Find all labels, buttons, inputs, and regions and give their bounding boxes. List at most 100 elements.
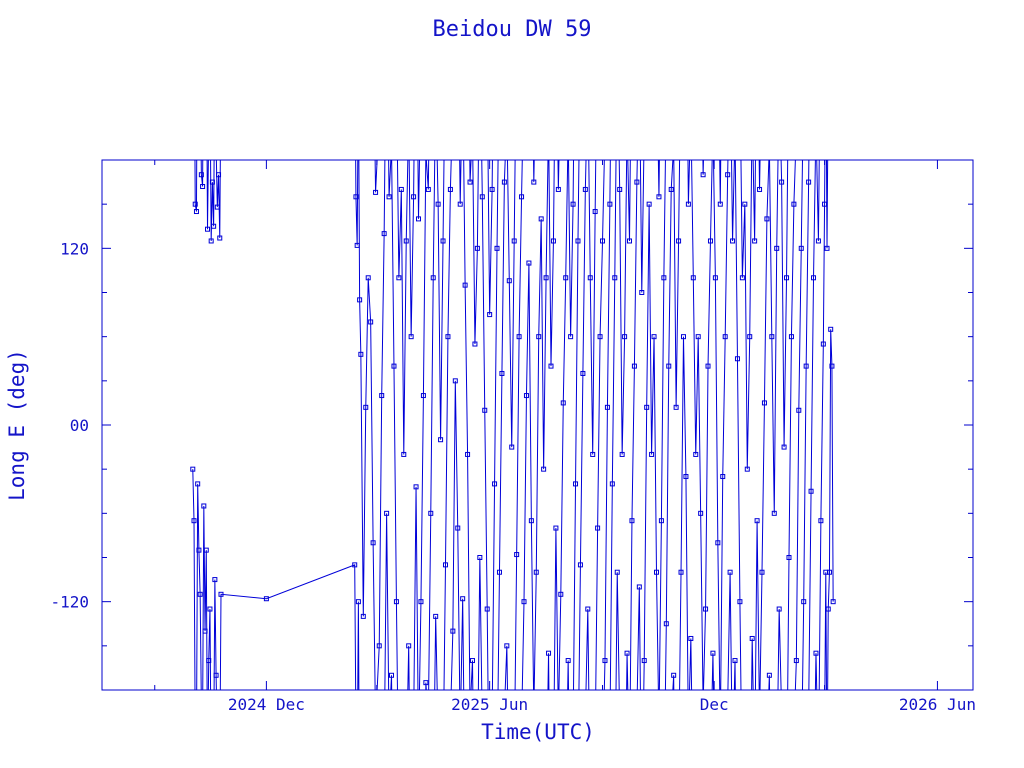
data-point-marker	[442, 562, 448, 568]
data-point-marker	[479, 194, 485, 200]
data-point-marker	[447, 186, 453, 192]
data-point-marker	[590, 451, 596, 457]
data-point-marker	[492, 481, 498, 487]
data-point-marker	[401, 451, 407, 457]
data-point-marker	[587, 275, 593, 281]
x-axis-title: Time(UTC)	[481, 720, 595, 744]
data-point-marker	[411, 194, 417, 200]
data-point-marker	[354, 242, 360, 248]
data-point-marker	[526, 260, 532, 266]
data-point-marker	[384, 510, 390, 516]
data-point-marker	[558, 591, 564, 597]
data-point-marker	[720, 474, 726, 480]
data-point-marker	[263, 596, 269, 602]
x-tick-label: Dec	[700, 695, 729, 714]
data-point-marker	[413, 484, 419, 490]
longitude-trace-line	[192, 159, 834, 691]
data-point-marker	[627, 238, 633, 244]
x-tick-label: 2024 Dec	[228, 695, 305, 714]
data-point-marker	[774, 245, 780, 251]
data-point-marker	[203, 547, 209, 553]
data-point-marker	[727, 569, 733, 575]
data-point-marker	[208, 238, 214, 244]
data-point-marker	[467, 179, 473, 185]
data-point-marker	[373, 189, 379, 195]
data-point-marker	[631, 363, 637, 369]
data-point-marker	[757, 186, 763, 192]
data-point-marker	[671, 672, 677, 678]
data-point-marker	[570, 201, 576, 207]
data-point-marker	[477, 555, 483, 560]
data-point-marker	[191, 518, 197, 524]
data-point-marker	[651, 334, 657, 340]
data-point-marker	[644, 404, 650, 410]
data-point-marker	[389, 672, 395, 678]
data-marker-group	[190, 172, 836, 686]
data-point-marker	[379, 393, 385, 399]
data-point-marker	[600, 238, 606, 244]
data-point-marker	[420, 393, 426, 399]
data-point-marker	[494, 245, 500, 251]
data-point-marker	[521, 599, 527, 605]
data-point-marker	[403, 238, 409, 244]
x-tick-label: 2025 Jun	[451, 695, 528, 714]
data-point-marker	[658, 518, 664, 524]
data-point-marker	[793, 658, 799, 664]
data-point-marker	[438, 437, 444, 443]
data-point-marker	[499, 370, 505, 376]
data-point-marker	[514, 552, 520, 558]
data-point-marker	[469, 658, 475, 664]
data-point-marker	[538, 216, 544, 222]
data-trace-group	[192, 159, 834, 691]
data-point-marker	[428, 510, 434, 516]
data-point-marker	[609, 481, 615, 487]
data-point-marker	[824, 245, 830, 251]
data-point-marker	[195, 481, 201, 487]
data-point-marker	[504, 643, 510, 649]
data-point-marker	[715, 540, 721, 546]
data-point-marker	[206, 658, 212, 664]
data-point-marker	[761, 400, 767, 406]
data-point-marker	[450, 628, 456, 634]
data-point-marker	[828, 326, 834, 332]
data-point-marker	[607, 201, 613, 207]
data-point-marker	[666, 363, 672, 369]
data-point-marker	[680, 334, 686, 340]
data-point-marker	[433, 613, 439, 619]
data-point-marker	[482, 407, 488, 413]
data-point-marker	[465, 451, 471, 457]
data-point-marker	[830, 599, 836, 605]
data-point-marker	[595, 525, 601, 531]
data-point-marker	[196, 547, 202, 553]
data-point-marker	[523, 393, 529, 399]
data-point-marker	[676, 238, 682, 244]
data-point-marker	[752, 238, 758, 244]
data-point-marker	[698, 510, 704, 516]
data-point-marker	[808, 488, 814, 494]
data-point-marker	[629, 518, 635, 524]
data-point-marker	[218, 591, 224, 597]
data-point-marker	[357, 297, 363, 303]
data-point-marker	[722, 334, 728, 340]
data-point-marker	[604, 404, 610, 410]
data-point-marker	[656, 194, 662, 200]
data-point-marker	[416, 216, 422, 222]
data-point-marker	[455, 525, 461, 531]
data-point-marker	[695, 334, 701, 340]
data-point-marker	[376, 643, 382, 649]
data-point-marker	[801, 599, 807, 605]
data-point-marker	[693, 451, 699, 457]
data-point-marker	[815, 238, 821, 244]
data-point-marker	[496, 569, 502, 575]
data-point-marker	[214, 204, 220, 210]
data-point-marker	[190, 466, 196, 472]
y-axis-title: Long E (deg)	[5, 349, 29, 501]
data-point-marker	[786, 555, 792, 560]
data-point-marker	[423, 680, 429, 686]
data-point-marker	[725, 172, 731, 178]
data-point-marker	[489, 186, 495, 192]
data-point-marker	[813, 650, 819, 656]
data-point-marker	[749, 635, 755, 641]
data-point-marker	[541, 466, 547, 472]
